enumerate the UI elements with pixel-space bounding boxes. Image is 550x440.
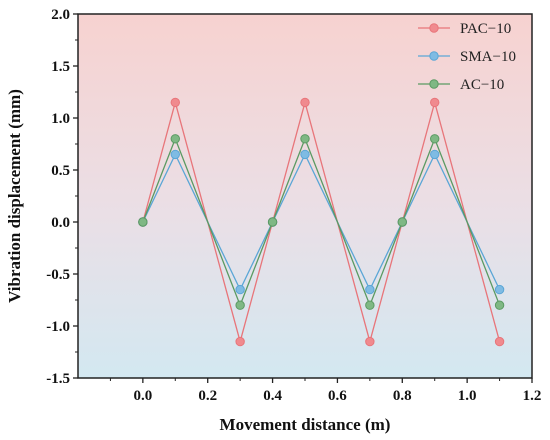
x-tick-label: 0.6 (328, 388, 347, 404)
data-point (300, 149, 310, 160)
y-tick-label: 0.0 (51, 215, 70, 231)
data-point (235, 300, 245, 310)
x-axis-title: Movement distance (m) (220, 415, 391, 434)
y-tick-label: 1.0 (51, 111, 70, 127)
y-tick-label: 1.5 (51, 59, 70, 75)
data-point (430, 97, 440, 108)
data-point (300, 134, 310, 144)
data-point (397, 217, 407, 227)
data-point (430, 149, 440, 160)
data-point (170, 97, 180, 108)
x-tick-label: 0.0 (133, 388, 152, 404)
axes: 0.0 0.2 0.4 0.6 0.8 1.0 1.2 2.0 1.5 1.0 0.5 0.0 -0.5… (46, 7, 541, 404)
series-ac-10 (138, 134, 505, 310)
data-point (235, 284, 245, 295)
y-tick-label: -1.0 (46, 319, 70, 335)
legend-item: SMA−10 (418, 49, 516, 65)
legend-item: PAC−10 (418, 21, 511, 37)
x-tick-label: 1.2 (523, 388, 542, 404)
data-point (430, 134, 440, 144)
data-point (170, 134, 180, 144)
y-tick-label: 0.5 (51, 163, 70, 179)
series-layer (138, 97, 505, 347)
plot-background (78, 14, 532, 378)
data-point (365, 300, 375, 310)
data-point (235, 336, 245, 347)
data-point (494, 336, 505, 347)
x-tick-label: 0.4 (263, 388, 282, 404)
legend-marker (429, 23, 439, 33)
data-point (138, 217, 148, 227)
y-tick-label: -1.5 (46, 371, 70, 387)
x-tick-label: 1.0 (458, 388, 477, 404)
legend-label: SMA−10 (460, 49, 516, 65)
y-axis-title: Vibration displacement (mm) (5, 89, 24, 303)
data-point (365, 336, 375, 347)
y-tick-label: -0.5 (46, 267, 70, 283)
legend-label: AC−10 (460, 77, 504, 93)
data-point (365, 284, 375, 295)
legend-marker (429, 51, 439, 61)
x-tick-label: 0.2 (198, 388, 217, 404)
data-point (267, 217, 278, 227)
legend-item: AC−10 (418, 77, 504, 93)
data-point (494, 300, 505, 310)
data-point (300, 97, 310, 108)
y-tick-label: 2.0 (51, 7, 70, 23)
data-point (170, 149, 180, 160)
legend: PAC−10 SMA−10 AC−10 (418, 21, 516, 93)
data-point (494, 284, 505, 295)
x-tick-label: 0.8 (393, 388, 412, 404)
legend-marker (429, 79, 439, 89)
legend-label: PAC−10 (460, 21, 511, 37)
